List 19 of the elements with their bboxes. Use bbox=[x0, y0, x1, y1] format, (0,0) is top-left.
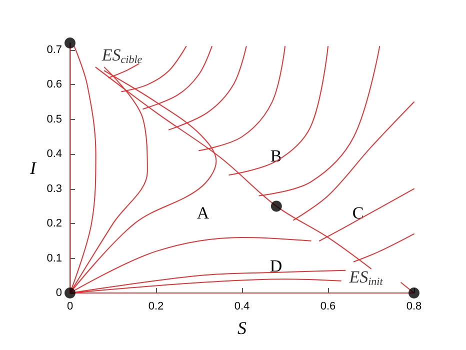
x-tick-label: 0 bbox=[66, 300, 74, 312]
x-tick-label: 0.6 bbox=[320, 300, 336, 312]
annotation: A bbox=[196, 204, 210, 222]
y-tick-label: 0.4 bbox=[46, 148, 62, 160]
x-tick-label: 0.2 bbox=[148, 300, 164, 312]
annotation: D bbox=[270, 256, 282, 276]
y-tick-label: 0.7 bbox=[46, 44, 62, 56]
y-tick-label: 0.1 bbox=[46, 252, 62, 264]
x-axis-title: S bbox=[238, 318, 246, 338]
annotation: B bbox=[270, 146, 282, 166]
y-axis-title: I bbox=[29, 158, 37, 178]
y-tick-label: 0.6 bbox=[46, 78, 62, 91]
y-tick-label: 0.2 bbox=[46, 218, 62, 230]
y-tick-label: 0.3 bbox=[46, 182, 62, 195]
y-tick-label: 0.5 bbox=[46, 113, 62, 126]
annotation: C bbox=[352, 204, 364, 222]
x-tick-label: 0.4 bbox=[234, 300, 250, 312]
y-tick-label: 0 bbox=[56, 287, 62, 299]
x-tick-label: 0.8 bbox=[406, 300, 422, 312]
